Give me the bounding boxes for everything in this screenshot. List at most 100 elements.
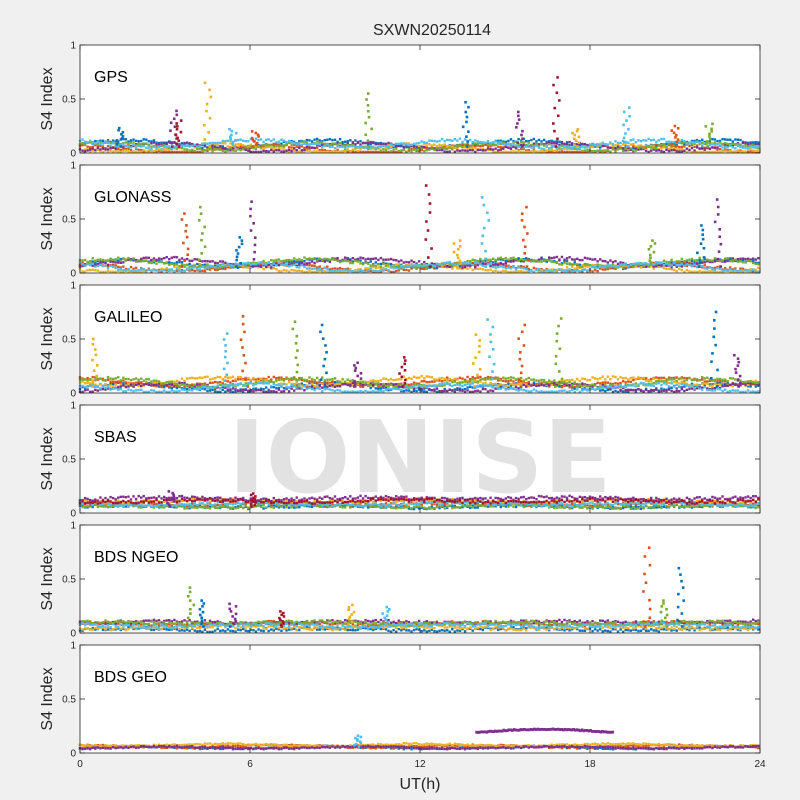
data-point <box>545 145 548 148</box>
data-point <box>711 383 714 386</box>
data-point <box>206 384 209 388</box>
data-point <box>341 390 344 394</box>
data-point <box>310 385 314 389</box>
data-point <box>275 376 278 380</box>
data-point <box>453 263 457 266</box>
data-point <box>211 388 214 392</box>
data-point <box>326 387 329 391</box>
data-point <box>234 378 237 381</box>
data-point <box>106 264 110 268</box>
data-point <box>160 382 163 385</box>
data-point <box>323 383 326 387</box>
data-point <box>657 389 661 392</box>
spike-point <box>175 109 178 113</box>
data-point <box>349 139 352 142</box>
data-point <box>680 265 683 268</box>
data-point <box>282 389 286 393</box>
data-point <box>621 261 625 265</box>
data-point <box>328 143 332 147</box>
data-point <box>384 258 388 261</box>
data-point <box>420 389 423 393</box>
spike-point <box>716 213 720 216</box>
data-point <box>599 144 602 147</box>
data-point <box>315 142 319 146</box>
data-point <box>525 267 528 271</box>
spike-point <box>250 130 254 133</box>
data-point <box>145 138 148 141</box>
data-point <box>89 139 92 142</box>
data-point <box>522 143 525 146</box>
data-point <box>560 150 564 153</box>
data-point <box>688 383 691 387</box>
data-point <box>573 385 576 389</box>
spike-point <box>526 232 529 235</box>
data-point <box>466 259 469 263</box>
data-point <box>183 144 186 148</box>
spike-point <box>253 236 257 240</box>
spike-point <box>484 265 488 268</box>
data-point <box>331 145 334 149</box>
data-point <box>565 146 569 149</box>
data-point <box>420 148 423 152</box>
spike-point <box>698 260 702 264</box>
spike-point <box>574 139 578 143</box>
data-point <box>578 150 581 154</box>
data-point <box>718 381 722 385</box>
data-point <box>331 257 334 261</box>
spike-point <box>119 145 123 148</box>
data-point <box>578 379 581 383</box>
data-point <box>675 387 678 390</box>
data-point <box>298 140 301 143</box>
data-point <box>175 382 179 386</box>
data-point <box>321 148 324 152</box>
data-point <box>162 142 166 145</box>
data-point <box>678 150 681 153</box>
data-point <box>150 145 153 148</box>
data-point <box>229 264 232 267</box>
data-point <box>387 143 390 147</box>
data-point <box>379 387 383 390</box>
data-point <box>583 263 587 266</box>
data-point <box>91 375 94 379</box>
data-point <box>323 150 326 154</box>
data-point <box>489 264 492 268</box>
data-point <box>463 387 467 391</box>
spike-point <box>487 219 490 222</box>
data-point <box>550 270 553 273</box>
data-point <box>185 257 189 261</box>
data-point <box>581 383 584 387</box>
data-point <box>277 143 281 146</box>
data-point <box>713 258 717 261</box>
data-point <box>565 143 569 146</box>
data-point <box>698 142 701 146</box>
data-point <box>655 388 658 391</box>
data-point <box>423 145 426 149</box>
data-point <box>282 150 286 153</box>
spike-point <box>197 265 201 268</box>
data-point <box>563 381 566 384</box>
data-point <box>183 141 186 145</box>
data-point <box>379 385 383 388</box>
data-point <box>400 383 403 387</box>
data-point <box>188 149 191 152</box>
data-point <box>349 267 352 271</box>
data-point <box>117 268 120 271</box>
data-point <box>221 149 224 152</box>
data-point <box>550 150 553 153</box>
spike-point <box>250 136 254 140</box>
spike-point <box>699 242 703 246</box>
data-point <box>474 267 477 270</box>
data-point <box>369 146 372 149</box>
data-point <box>693 139 696 143</box>
data-point <box>558 140 561 143</box>
data-point <box>119 270 122 273</box>
data-point <box>94 383 97 386</box>
data-point <box>336 381 339 385</box>
data-point <box>461 377 464 380</box>
data-point <box>127 142 130 146</box>
data-point <box>716 150 719 154</box>
data-point <box>522 379 525 382</box>
data-point <box>708 379 712 383</box>
data-point <box>453 150 457 154</box>
data-point <box>318 269 321 273</box>
